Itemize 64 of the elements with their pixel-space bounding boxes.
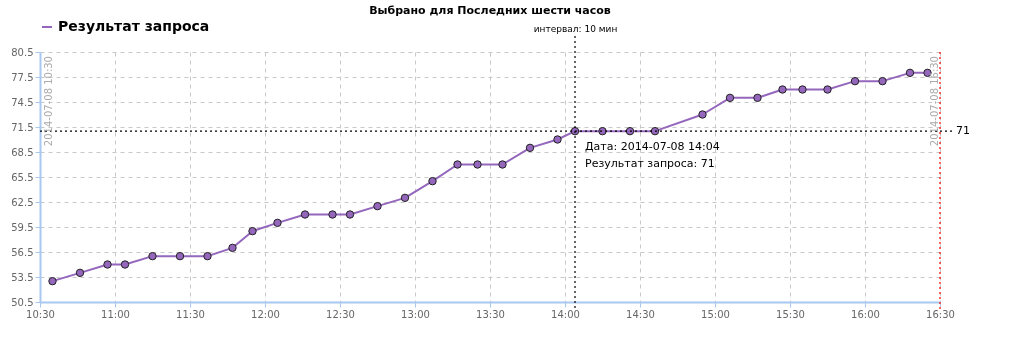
point xyxy=(525,143,535,153)
legend-label: Результат запроса xyxy=(58,18,210,34)
point xyxy=(778,85,787,94)
y-tick-label: 50.5 xyxy=(11,296,34,308)
point xyxy=(753,93,762,103)
y-tick-label: 74.5 xyxy=(11,96,34,108)
point xyxy=(453,160,462,169)
y-tick-label: 59.5 xyxy=(11,221,34,233)
y-tick-label: 77.5 xyxy=(11,71,34,83)
point xyxy=(248,226,257,236)
point xyxy=(698,110,707,119)
point xyxy=(75,268,85,278)
y-tick-label: 65.5 xyxy=(11,171,34,183)
point xyxy=(905,68,915,78)
x-tick-label: 10:30 xyxy=(26,308,55,320)
point xyxy=(725,93,735,103)
point xyxy=(273,218,282,228)
y-tick-label: 80.5 xyxy=(11,46,34,58)
point xyxy=(823,85,832,94)
x-tick-label: 15:00 xyxy=(701,308,730,320)
point xyxy=(328,210,337,219)
point xyxy=(553,135,562,144)
x-tick-label: 11:30 xyxy=(176,308,205,320)
annotation: Дата: 2014-07-08 14:04 Результат запроса: 71 xyxy=(585,140,720,171)
point xyxy=(878,76,887,86)
point xyxy=(48,276,57,286)
point xyxy=(203,251,212,261)
point xyxy=(798,85,807,94)
point xyxy=(650,126,660,136)
x-tick-label: 11:00 xyxy=(101,308,130,320)
point xyxy=(103,260,112,269)
point xyxy=(373,201,382,211)
point xyxy=(148,251,157,261)
point xyxy=(598,126,607,136)
y-tick-label: 68.5 xyxy=(11,146,34,158)
point xyxy=(498,160,507,169)
y-tick-label: 62.5 xyxy=(11,196,34,208)
ref-line-label: 2014-07-08 16:30 xyxy=(929,56,940,147)
point xyxy=(120,260,130,269)
chart-title: Выбрано для Последних шести часов xyxy=(369,4,611,17)
y-tick-label: 71.5 xyxy=(11,121,34,133)
annotation: 2014-07-08 10:30 xyxy=(43,56,54,147)
text: интервал: 10 мин xyxy=(533,24,618,34)
x-tick-label: 13:30 xyxy=(476,308,505,320)
x-tick-label: 12:00 xyxy=(251,308,280,320)
point xyxy=(175,251,185,261)
x-tick-label: 13:00 xyxy=(401,308,430,320)
point xyxy=(473,160,482,169)
y-tick-label: 53.5 xyxy=(11,271,34,283)
point xyxy=(850,76,860,86)
ref-line-label: 71 xyxy=(956,124,970,138)
point xyxy=(228,243,237,253)
x-tick-label: 15:30 xyxy=(776,308,805,320)
x-tick-label: 16:30 xyxy=(926,308,955,320)
x-tick-label: 12:30 xyxy=(326,308,355,320)
point xyxy=(300,210,310,219)
point xyxy=(625,126,635,136)
x-tick-label: 14:00 xyxy=(551,308,580,320)
x-tick-label: 16:00 xyxy=(851,308,880,320)
x-tick-label: 14:30 xyxy=(626,308,655,320)
point xyxy=(345,210,355,219)
y-tick-label: 56.5 xyxy=(11,246,34,258)
point xyxy=(400,193,410,203)
point xyxy=(428,176,437,186)
